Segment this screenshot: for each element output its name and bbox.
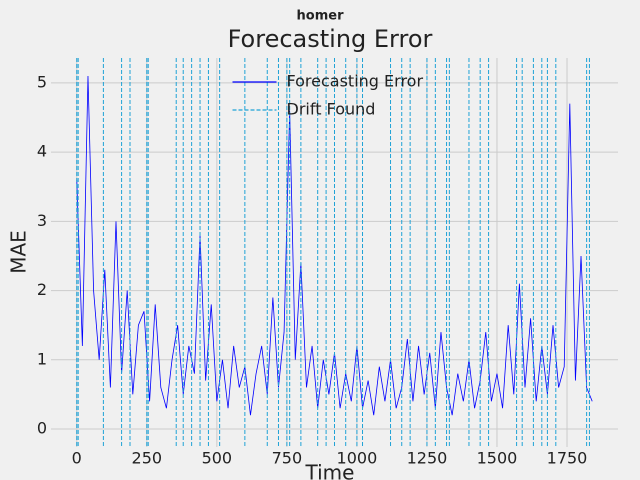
x-tick-label: 1750 <box>547 449 588 468</box>
x-tick-label: 750 <box>272 449 303 468</box>
y-tick-label: 2 <box>37 280 47 299</box>
x-tick-label: 1500 <box>477 449 518 468</box>
y-tick-label: 3 <box>37 211 47 230</box>
legend-label: Forecasting Error <box>287 72 424 91</box>
legend: Forecasting Error Drift Found <box>232 72 424 119</box>
chart-title: Forecasting Error <box>228 25 433 53</box>
x-tick-label: 500 <box>202 449 233 468</box>
x-tick-label: 1250 <box>407 449 448 468</box>
y-axis-label: MAE <box>7 230 31 274</box>
y-tick-label: 0 <box>37 419 47 438</box>
plot <box>76 58 593 447</box>
suptitle: homer <box>297 9 345 24</box>
legend-label: Drift Found <box>287 100 376 119</box>
x-tick-label: 0 <box>72 449 82 468</box>
x-tick-label: 250 <box>132 449 163 468</box>
x-tick-label: 1000 <box>337 449 378 468</box>
y-tick-label: 5 <box>37 72 47 91</box>
x-axis-label: Time <box>305 461 355 480</box>
y-tick-label: 4 <box>37 142 47 161</box>
y-tick-label: 1 <box>37 349 47 368</box>
